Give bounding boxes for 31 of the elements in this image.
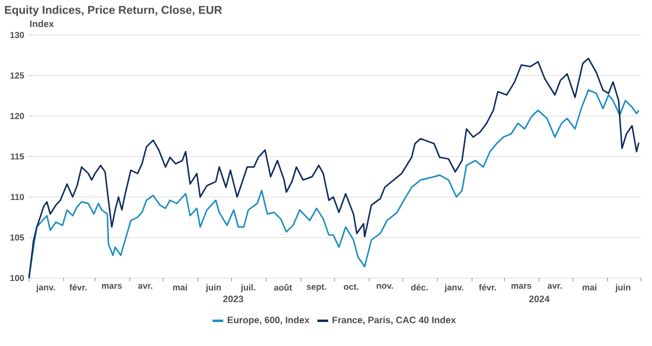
x-tick-label: janv.: [36, 284, 55, 292]
legend-label: France, Paris, CAC 40 Index: [332, 316, 456, 325]
text: 2024: [529, 296, 550, 302]
x-tick-label: juin: [206, 284, 221, 292]
y-tick-label: 120: [10, 112, 24, 120]
x-tick-label: sept.: [306, 284, 326, 292]
x-tick-label: janv.: [444, 284, 464, 292]
x-tick-label: mars: [512, 284, 532, 289]
y-tick-label: 100: [10, 274, 24, 282]
y-tick-label: 130: [10, 32, 24, 38]
text: 2023: [223, 296, 244, 302]
x-tick-label: déc.: [411, 284, 428, 290]
x-tick-label: mars: [102, 284, 122, 289]
y-axis-title: Index: [30, 20, 54, 28]
y-tick-label: 110: [10, 194, 24, 200]
y-tick-label: 105: [10, 234, 24, 241]
x-tick-label: mai: [173, 284, 187, 290]
legend-label: Europe, 600, Index: [228, 316, 310, 326]
x-tick-label: févr.: [478, 284, 496, 290]
x-tick-label: avr.: [138, 284, 152, 289]
y-tick-label: 125: [10, 72, 24, 79]
x-tick-label: nov.: [376, 284, 393, 289]
x-tick-label: févr.: [69, 284, 87, 290]
x-tick-label: août: [274, 284, 292, 291]
x-tick-label: juil.: [240, 284, 256, 292]
x-tick-label: mai: [582, 284, 596, 290]
x-tick-label: juin: [615, 284, 630, 292]
y-tick-label: 115: [10, 153, 24, 160]
x-tick-label: oct.: [344, 284, 358, 290]
x-tick-label: avr.: [548, 284, 562, 289]
chart-title: Equity Indices, Price Return, Close, EUR: [5, 6, 222, 16]
